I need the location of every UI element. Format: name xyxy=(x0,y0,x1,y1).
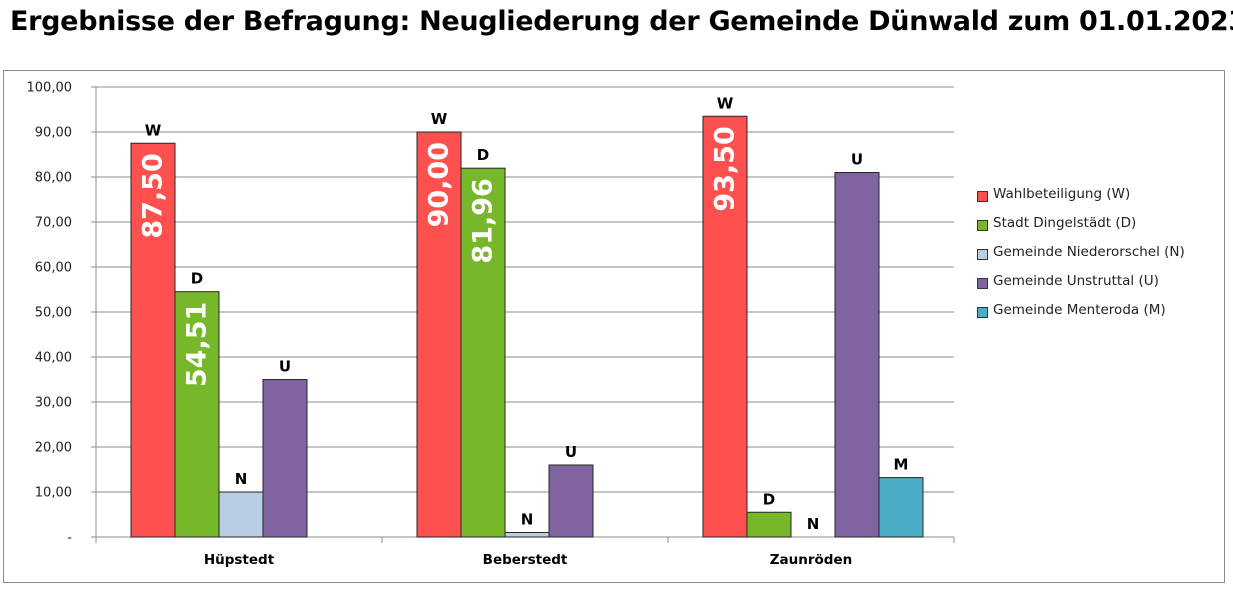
legend-swatch xyxy=(977,307,988,318)
bar-letter-label: N xyxy=(235,470,248,488)
legend-item: Gemeinde Niederorschel (N) xyxy=(977,244,1185,273)
x-tick-label: Zaunröden xyxy=(770,552,852,568)
legend-swatch xyxy=(977,249,988,260)
bar-u xyxy=(548,464,594,538)
bar-n xyxy=(218,491,264,538)
bar-letter-label: W xyxy=(145,121,162,139)
bar-u xyxy=(262,379,308,538)
bar-letter-label: U xyxy=(565,443,577,461)
chart-frame: - 10,00 20,00 30,00 40,00 50,00 60,00 70,00 80,0… xyxy=(3,70,1225,583)
bar-chart: - 10,00 20,00 30,00 40,00 50,00 60,00 70,00 80,0… xyxy=(27,81,955,568)
chart-title: Ergebnisse der Befragung: Neugliederung … xyxy=(10,6,1233,37)
legend-swatch xyxy=(977,191,988,202)
legend-label: Stadt Dingelstädt (D) xyxy=(993,215,1137,231)
legend-label: Wahlbeteiligung (W) xyxy=(993,186,1131,202)
legend-item: Stadt Dingelstädt (D) xyxy=(977,215,1185,244)
x-tick-label: Hüpstedt xyxy=(204,552,275,568)
y-tick-label: 40,00 xyxy=(35,351,72,366)
bar-m xyxy=(878,477,924,538)
bar-value-label: 81,96 xyxy=(468,178,499,263)
legend-item: Gemeinde Menteroda (M) xyxy=(977,302,1185,331)
bar-n xyxy=(504,532,550,538)
bar-d xyxy=(174,291,220,538)
bar-value-label: 93,50 xyxy=(710,126,741,211)
bar-d xyxy=(746,511,792,538)
legend-item: Wahlbeteiligung (W) xyxy=(977,186,1185,215)
bar-letter-label: D xyxy=(763,490,775,508)
bar-value-label: 87,50 xyxy=(138,153,169,238)
bar-value-label: 54,51 xyxy=(182,302,213,387)
bar-w xyxy=(702,115,748,538)
legend-swatch xyxy=(977,278,988,289)
bar-value-label: 90,00 xyxy=(424,142,455,227)
y-tick-label: 80,00 xyxy=(35,171,72,186)
bar-letter-label: W xyxy=(431,110,448,128)
bar-letter-label: D xyxy=(477,146,489,164)
x-tick-label: Beberstedt xyxy=(483,552,568,568)
bar-d xyxy=(460,167,506,538)
bar-letter-label: N xyxy=(807,515,820,533)
legend-label: Gemeinde Menteroda (M) xyxy=(993,302,1166,318)
y-tick-label: 60,00 xyxy=(35,261,72,276)
legend-label: Gemeinde Unstruttal (U) xyxy=(993,273,1159,289)
legend-swatch xyxy=(977,220,988,231)
bar-u xyxy=(834,172,880,538)
bar-letter-label: U xyxy=(279,358,291,376)
bar-w xyxy=(130,142,176,538)
y-tick-label: 90,00 xyxy=(35,126,72,141)
y-tick-label: 20,00 xyxy=(35,441,72,456)
bar-letter-label: N xyxy=(521,511,534,529)
y-tick-label: - xyxy=(67,531,72,546)
y-tick-label: 30,00 xyxy=(35,396,72,411)
bar-w xyxy=(416,131,462,538)
legend-item: Gemeinde Unstruttal (U) xyxy=(977,273,1185,302)
y-tick-label: 100,00 xyxy=(27,81,73,96)
y-tick-label: 10,00 xyxy=(35,486,72,501)
bar-letter-label: M xyxy=(894,456,909,474)
legend: Wahlbeteiligung (W) Stadt Dingelstädt (D)… xyxy=(977,186,1185,331)
legend-label: Gemeinde Niederorschel (N) xyxy=(993,244,1185,260)
bar-letter-label: D xyxy=(191,270,203,288)
y-tick-label: 50,00 xyxy=(35,306,72,321)
bar-letter-label: U xyxy=(851,151,863,169)
bar-letter-label: W xyxy=(717,94,734,112)
y-tick-label: 70,00 xyxy=(35,216,72,231)
